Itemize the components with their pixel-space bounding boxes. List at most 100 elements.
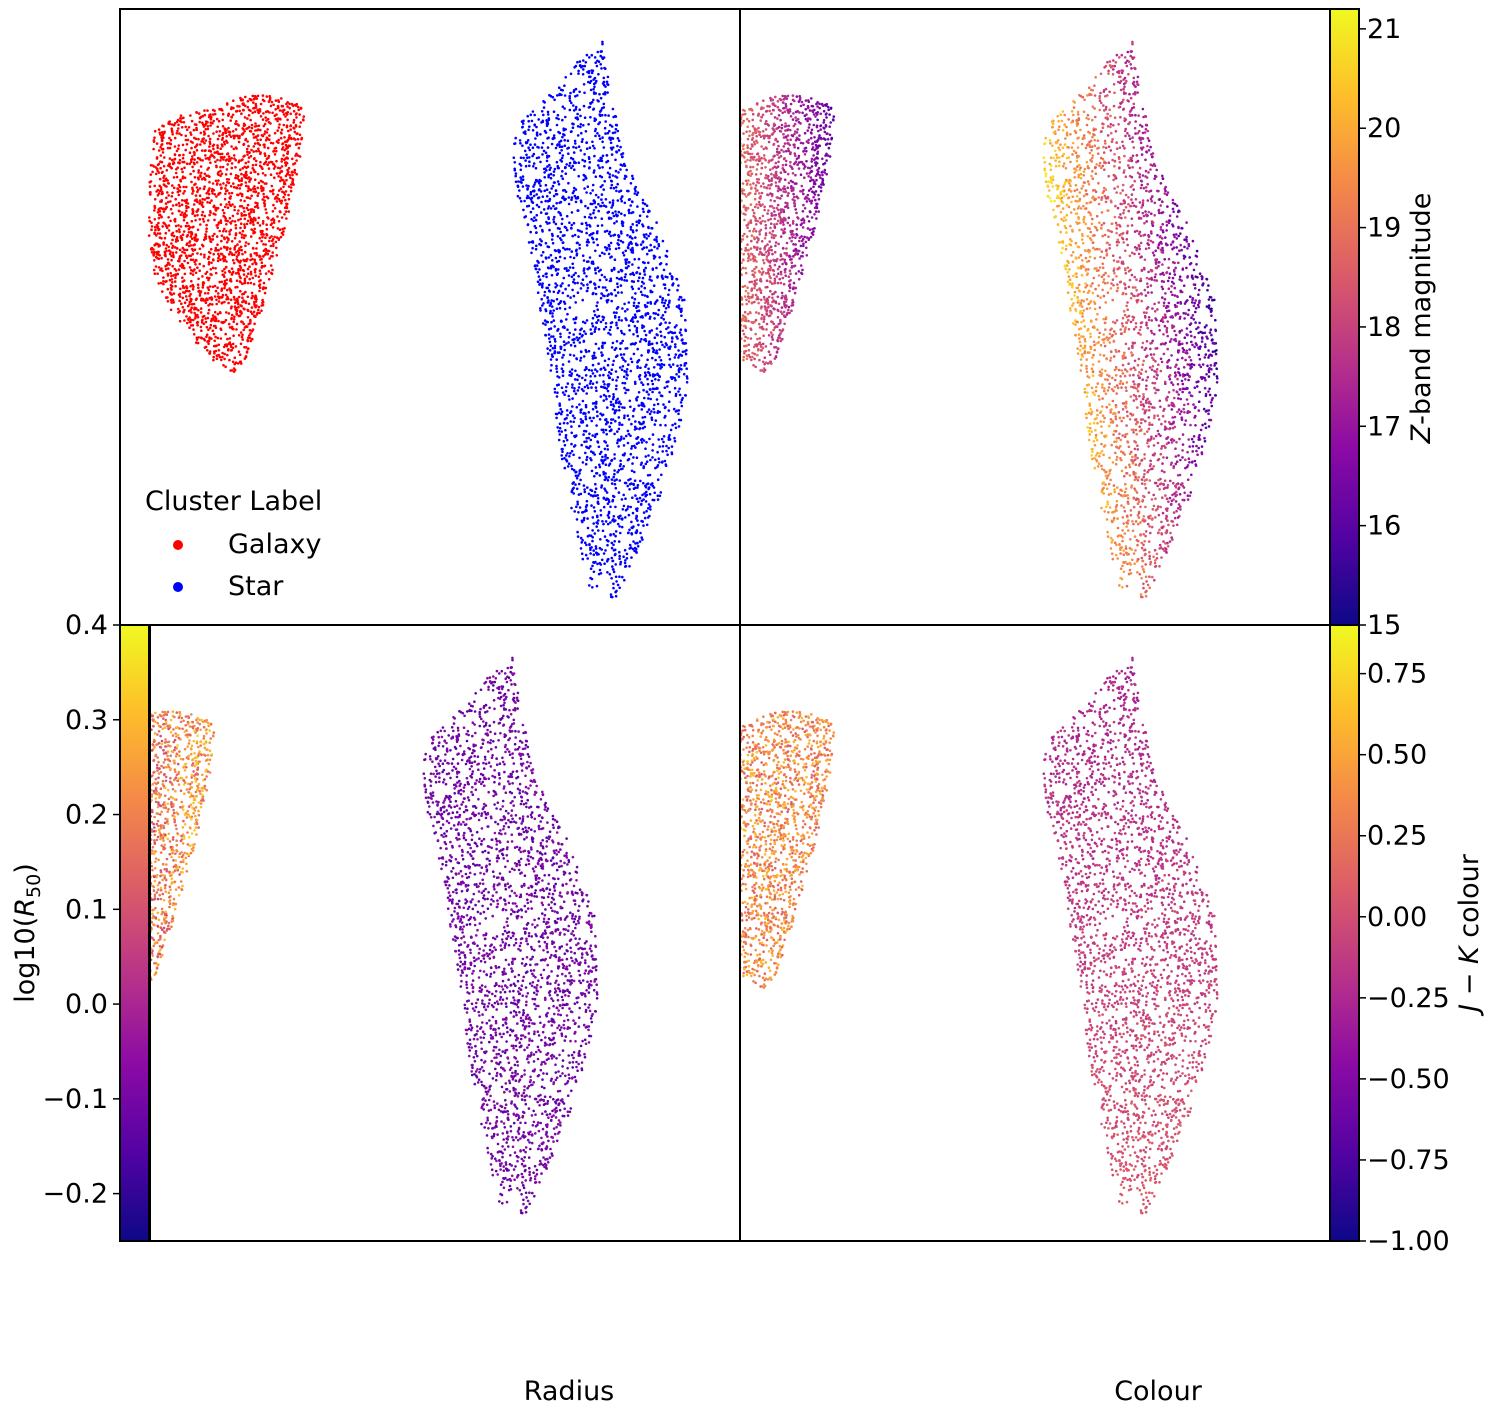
scatter-point-galaxy bbox=[274, 207, 277, 210]
scatter-point-star bbox=[616, 282, 619, 285]
scatter-point-zmag bbox=[763, 316, 766, 319]
scatter-point-star bbox=[630, 370, 633, 373]
scatter-point-star bbox=[564, 302, 567, 305]
scatter-point-star bbox=[607, 114, 610, 117]
scatter-point-star bbox=[626, 553, 629, 556]
scatter-point-galaxy bbox=[231, 167, 234, 170]
scatter-point-star bbox=[573, 387, 576, 390]
scatter-point-star bbox=[559, 408, 562, 411]
scatter-point-star bbox=[611, 478, 614, 481]
scatter-point-galaxy bbox=[185, 315, 188, 318]
scatter-point-zmag bbox=[722, 211, 725, 214]
scatter-point-star bbox=[576, 406, 579, 409]
scatter-point-star bbox=[639, 540, 642, 543]
scatter-point-star bbox=[560, 201, 563, 204]
scatter-point-star bbox=[625, 435, 628, 438]
scatter-point-star bbox=[562, 105, 565, 108]
scatter-point-galaxy bbox=[173, 176, 176, 179]
scatter-point-star bbox=[599, 121, 602, 124]
scatter-point-galaxy bbox=[248, 176, 251, 179]
scatter-point-star bbox=[606, 247, 609, 250]
scatter-point-star bbox=[640, 354, 643, 357]
scatter-point-star bbox=[594, 314, 597, 317]
scatter-point-star bbox=[530, 211, 533, 214]
scatter-point-galaxy bbox=[189, 173, 192, 176]
scatter-point-galaxy bbox=[278, 126, 281, 129]
scatter-point-star bbox=[656, 373, 659, 376]
scatter-point-star bbox=[551, 312, 554, 315]
scatter-point-star bbox=[659, 331, 662, 334]
scatter-point-galaxy bbox=[181, 211, 184, 214]
scatter-point-star bbox=[634, 236, 637, 239]
scatter-point-galaxy bbox=[188, 241, 191, 244]
scatter-point-galaxy bbox=[205, 346, 208, 349]
scatter-point-star bbox=[536, 133, 539, 136]
scatter-point-star bbox=[672, 332, 675, 335]
scatter-point-star bbox=[615, 186, 618, 189]
scatter-point-galaxy bbox=[235, 110, 238, 113]
scatter-point-galaxy bbox=[231, 326, 234, 329]
scatter-point-star bbox=[561, 450, 564, 453]
scatter-point-star bbox=[550, 173, 553, 176]
scatter-point-galaxy bbox=[187, 206, 190, 209]
scatter-point-galaxy bbox=[223, 346, 226, 349]
scatter-point-star bbox=[561, 387, 564, 390]
scatter-point-star bbox=[532, 146, 535, 149]
scatter-point-galaxy bbox=[233, 206, 236, 209]
scatter-point-galaxy bbox=[206, 109, 209, 112]
scatter-point-star bbox=[590, 439, 593, 442]
scatter-point-star bbox=[592, 549, 595, 552]
scatter-point-galaxy bbox=[242, 230, 245, 233]
scatter-point-galaxy bbox=[248, 126, 251, 129]
scatter-point-galaxy bbox=[191, 192, 194, 195]
scatter-point-galaxy bbox=[187, 262, 190, 265]
scatter-point-galaxy bbox=[195, 299, 198, 302]
scatter-point-galaxy bbox=[166, 191, 169, 194]
scatter-point-star bbox=[600, 351, 603, 354]
scatter-point-galaxy bbox=[218, 344, 221, 347]
scatter-point-star bbox=[557, 180, 560, 183]
scatter-point-star bbox=[634, 342, 637, 345]
scatter-point-star bbox=[636, 498, 639, 501]
scatter-point-star bbox=[615, 370, 618, 373]
scatter-point-star bbox=[623, 444, 626, 447]
scatter-point-galaxy bbox=[287, 130, 290, 133]
scatter-point-star bbox=[592, 372, 595, 375]
scatter-point-star bbox=[597, 225, 600, 228]
scatter-point-galaxy bbox=[171, 159, 174, 162]
scatter-point-galaxy bbox=[246, 153, 249, 156]
scatter-point-star bbox=[647, 516, 650, 519]
scatter-point-star bbox=[611, 184, 614, 187]
scatter-point-galaxy bbox=[296, 132, 299, 135]
scatter-point-star bbox=[648, 503, 651, 506]
scatter-point-galaxy bbox=[254, 178, 257, 181]
scatter-point-galaxy bbox=[150, 248, 153, 251]
scatter-point-galaxy bbox=[265, 233, 268, 236]
scatter-point-galaxy bbox=[259, 237, 262, 240]
scatter-point-galaxy bbox=[171, 239, 174, 242]
scatter-point-zmag bbox=[787, 309, 790, 312]
scatter-point-star bbox=[554, 391, 557, 394]
scatter-point-galaxy bbox=[298, 147, 301, 150]
scatter-point-zmag bbox=[715, 201, 718, 204]
scatter-point-galaxy bbox=[240, 173, 243, 176]
scatter-point-galaxy bbox=[230, 135, 233, 138]
scatter-point-star bbox=[594, 77, 597, 80]
scatter-point-galaxy bbox=[206, 299, 209, 302]
scatter-point-star bbox=[627, 414, 630, 417]
scatter-point-galaxy bbox=[206, 349, 209, 352]
scatter-point-star bbox=[535, 179, 538, 182]
scatter-point-star bbox=[632, 177, 635, 180]
scatter-point-galaxy bbox=[196, 314, 199, 317]
scatter-point-galaxy bbox=[268, 240, 271, 243]
scatter-point-star bbox=[610, 300, 613, 303]
scatter-point-galaxy bbox=[204, 272, 207, 275]
scatter-point-star bbox=[595, 321, 598, 324]
scatter-point-star bbox=[628, 301, 631, 304]
scatter-point-galaxy bbox=[253, 169, 256, 172]
scatter-point-star bbox=[636, 205, 639, 208]
scatter-point-star bbox=[613, 222, 616, 225]
scatter-point-star bbox=[564, 166, 567, 169]
scatter-point-star bbox=[594, 483, 597, 486]
scatter-point-galaxy bbox=[250, 273, 253, 276]
